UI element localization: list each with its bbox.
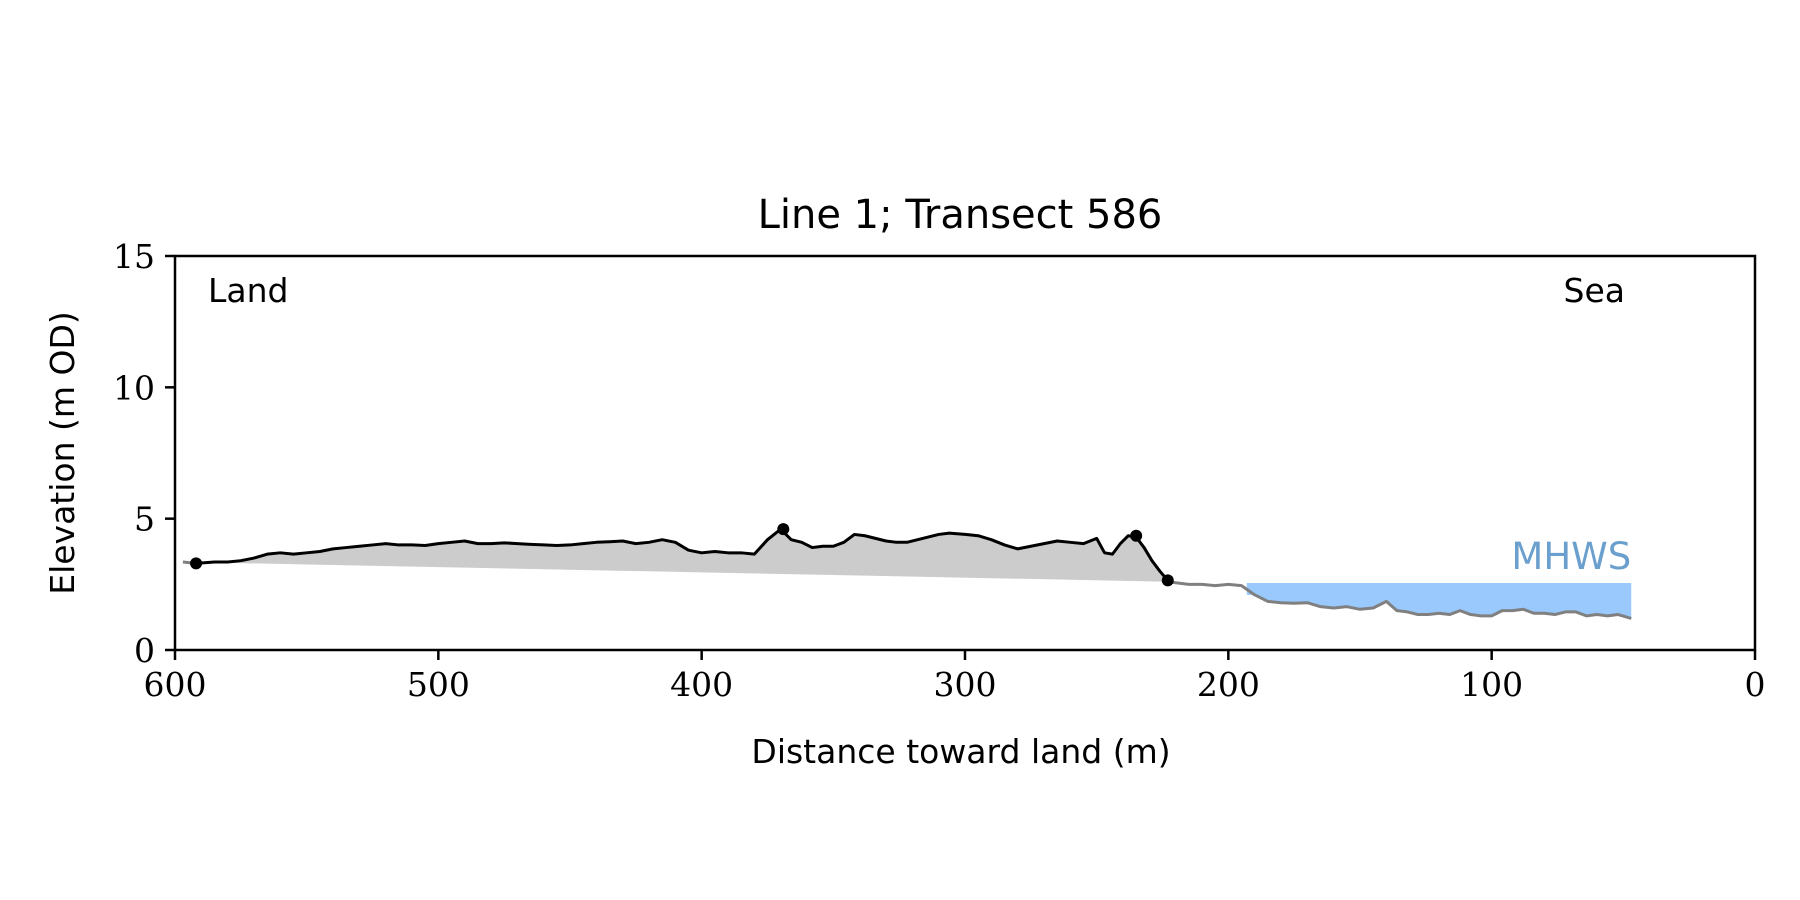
- profile-marker: [1161, 574, 1174, 587]
- x-tick-label: 100: [1460, 665, 1523, 704]
- x-tick-label: 600: [144, 665, 207, 704]
- land-profile-line: [195, 527, 1169, 582]
- x-axis-label: Distance toward land (m): [751, 732, 1170, 771]
- mhws-water-fill: [1246, 583, 1632, 619]
- land-annotation: Land: [208, 271, 288, 310]
- y-tick-label: 15: [113, 237, 155, 276]
- x-axis: 600 500 400 300 200 100 0: [144, 650, 1766, 704]
- x-tick-label: 0: [1745, 665, 1766, 704]
- sea-annotation: Sea: [1564, 271, 1625, 310]
- y-tick-label: 0: [134, 631, 155, 670]
- profile-marker: [190, 557, 203, 570]
- profile-marker: [777, 523, 790, 536]
- x-tick-label: 500: [407, 665, 470, 704]
- x-tick-label: 400: [670, 665, 733, 704]
- x-tick-label: 300: [934, 665, 997, 704]
- profile-marker: [1130, 529, 1143, 542]
- land-fill: [182, 529, 1168, 582]
- y-axis: 0 5 10 15: [113, 237, 175, 670]
- y-axis-label: Elevation (m OD): [43, 311, 82, 595]
- plot-area: MHWS: [182, 523, 1632, 620]
- x-tick-label: 200: [1197, 665, 1260, 704]
- y-tick-label: 5: [134, 500, 155, 539]
- mhws-label: MHWS: [1511, 535, 1631, 578]
- y-tick-label: 10: [113, 368, 155, 407]
- sea-profile-line: [1167, 580, 1632, 620]
- chart-title: Line 1; Transect 586: [758, 192, 1163, 238]
